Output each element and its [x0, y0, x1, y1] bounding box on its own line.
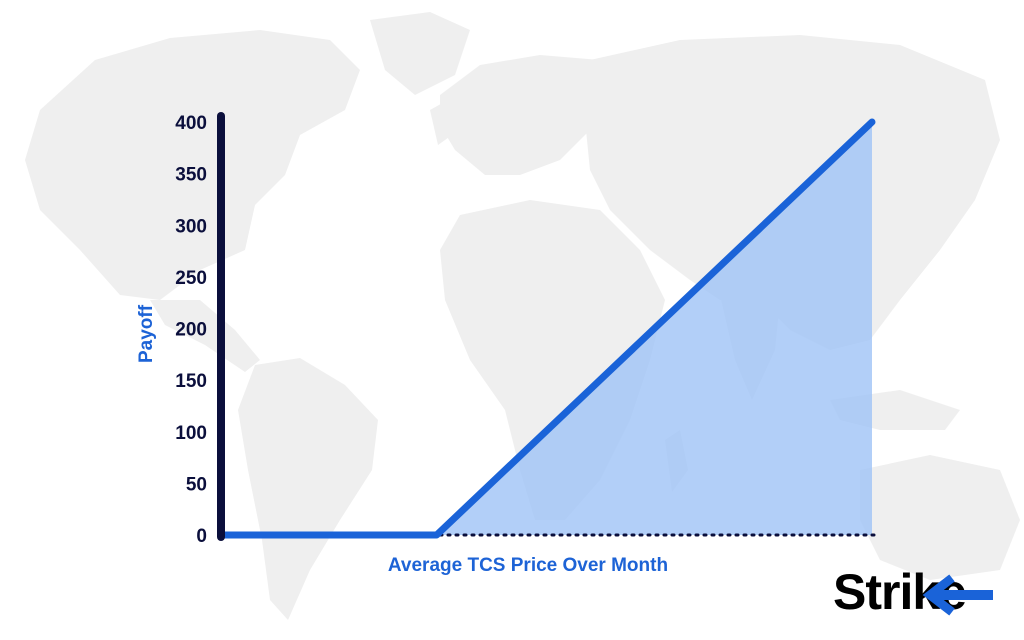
y-tick-label: 0: [196, 526, 207, 547]
y-tick-label: 200: [175, 320, 207, 341]
y-tick-label: 50: [186, 474, 207, 495]
y-tick-label: 100: [175, 423, 207, 444]
y-tick-labels: 0 50 100 150 200 250 300 350 400: [175, 113, 207, 547]
y-tick-label: 350: [175, 165, 207, 186]
y-tick-label: 150: [175, 371, 207, 392]
y-tick-label: 300: [175, 216, 207, 237]
brand-logo: Strike: [833, 564, 993, 620]
logo-arrow-icon: [922, 574, 993, 616]
y-tick-label: 400: [175, 113, 207, 134]
payoff-line: [220, 118, 876, 539]
payoff-line-layer: [220, 118, 876, 539]
y-axis-title: Payoff: [136, 304, 157, 363]
y-tick-label: 250: [175, 268, 207, 289]
x-axis-title: Average TCS Price Over Month: [388, 555, 668, 576]
